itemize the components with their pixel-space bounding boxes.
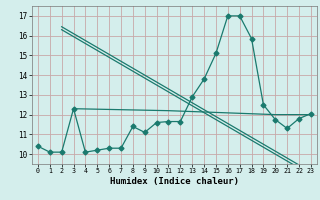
- X-axis label: Humidex (Indice chaleur): Humidex (Indice chaleur): [110, 177, 239, 186]
